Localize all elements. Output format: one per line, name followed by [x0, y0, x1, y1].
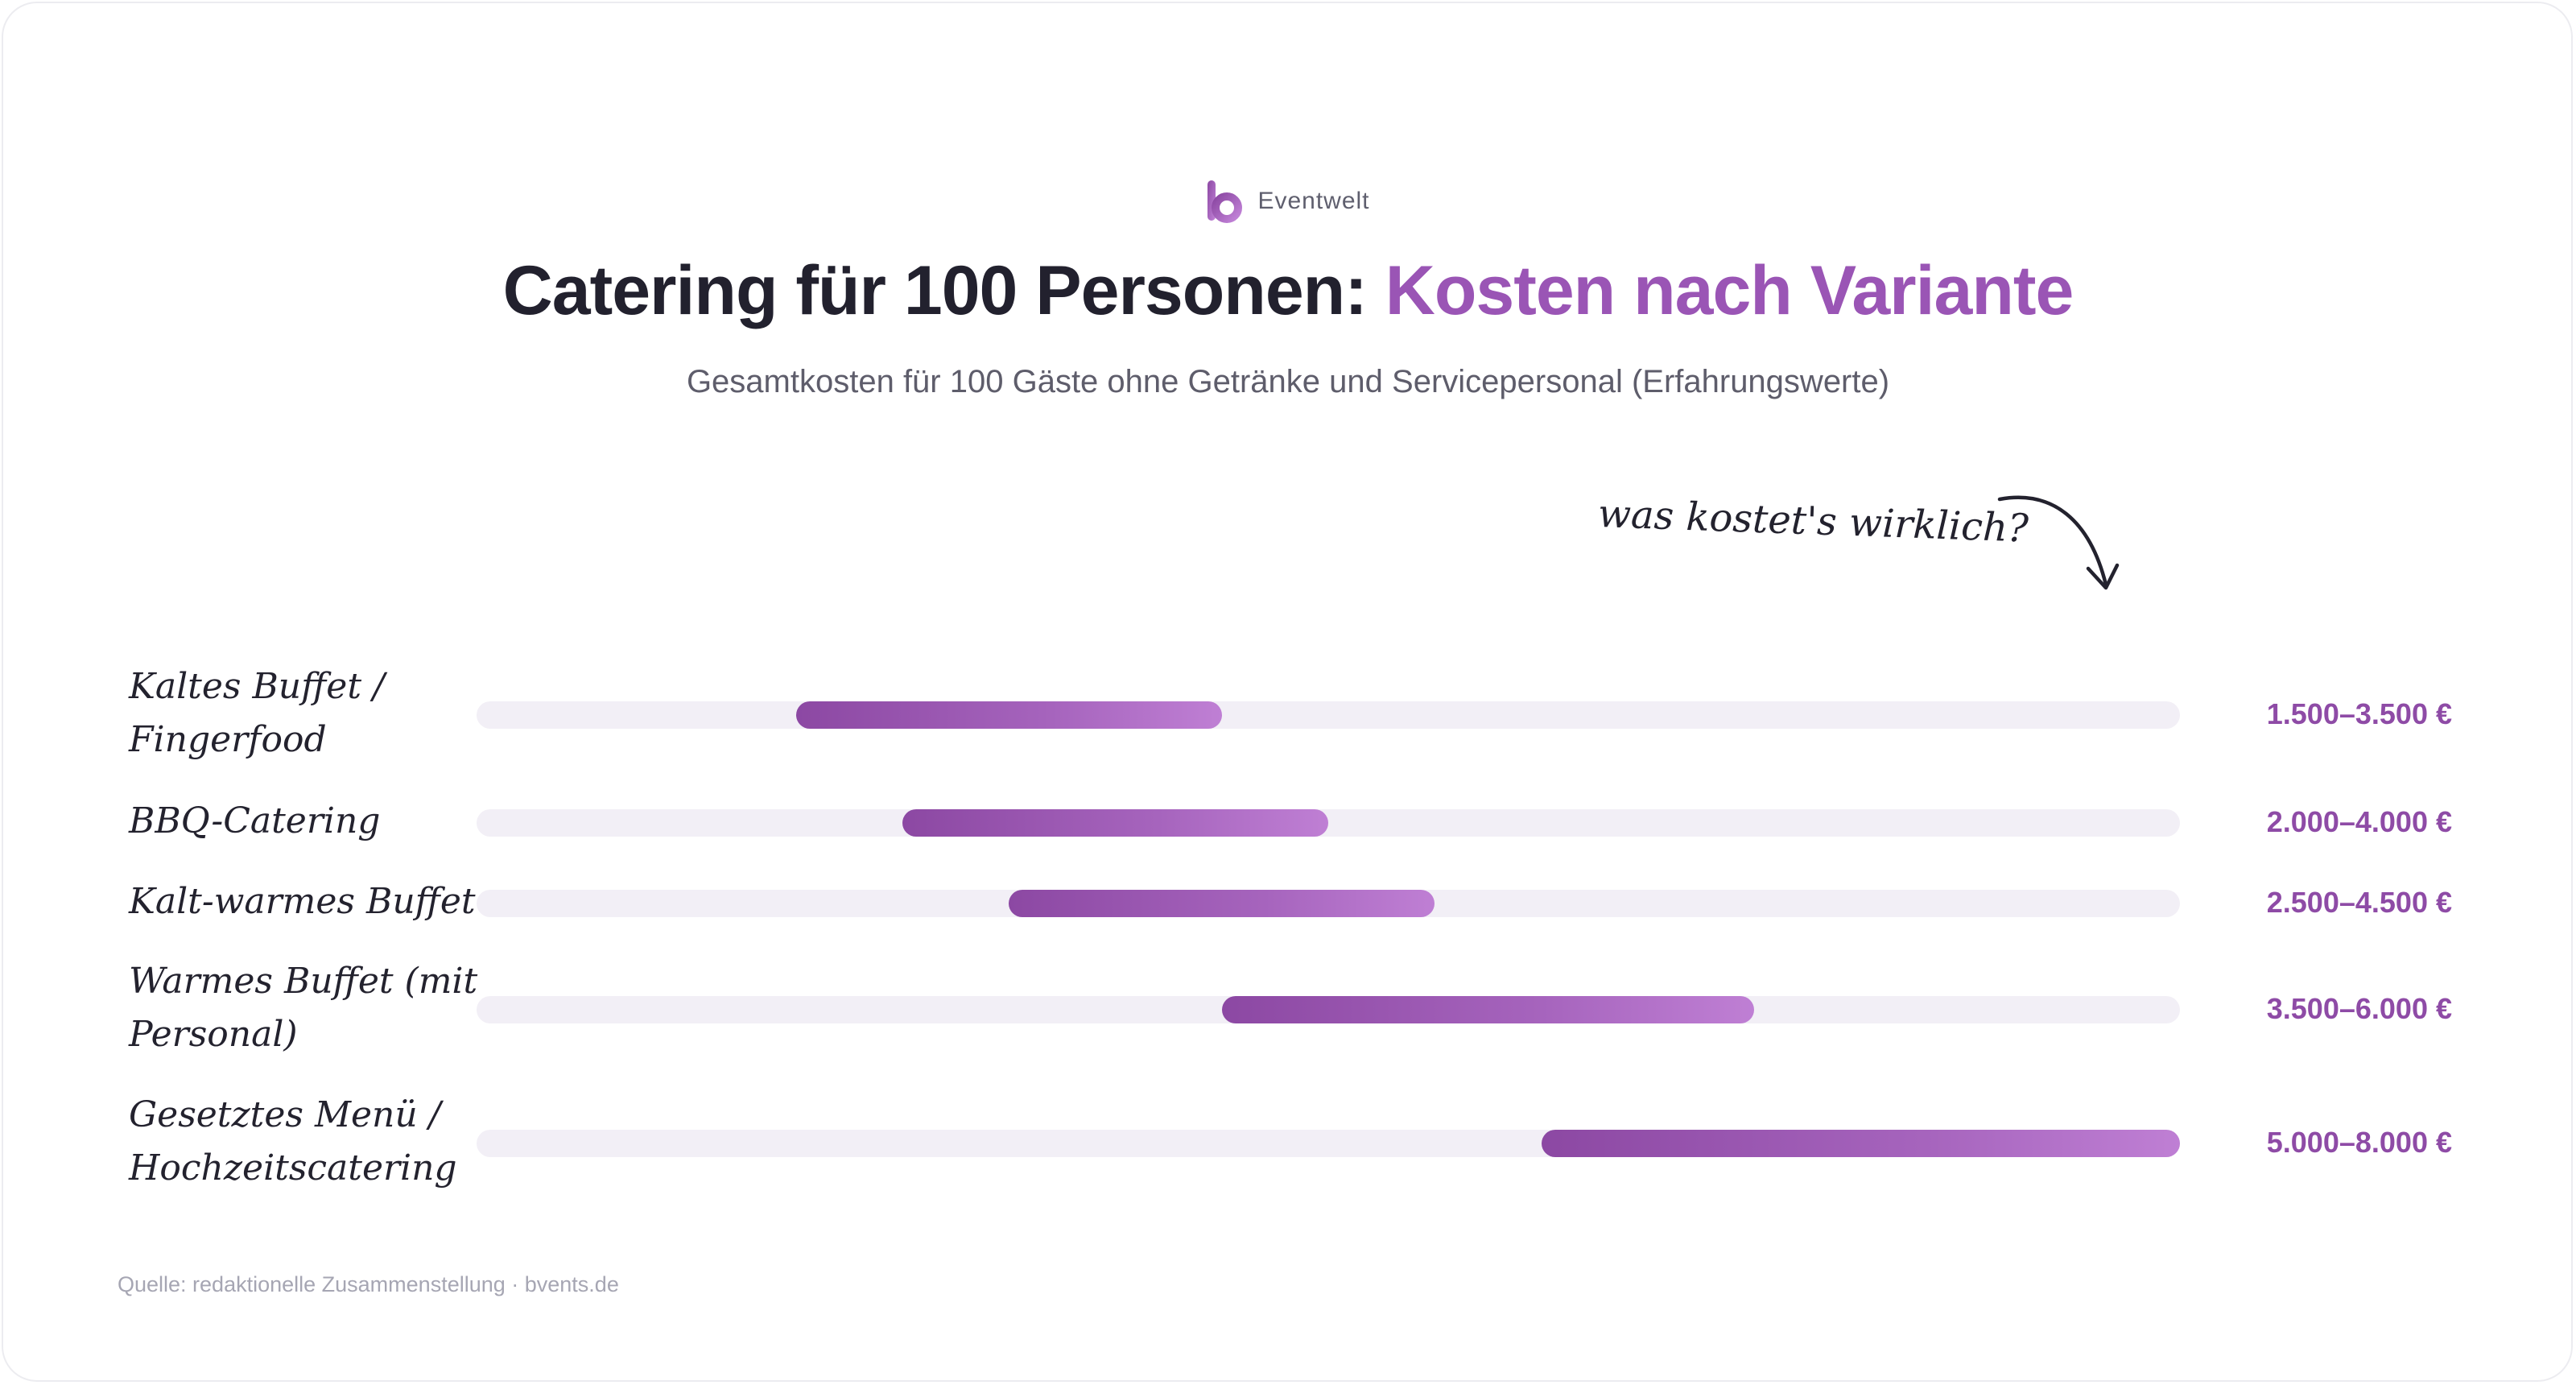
- range-value-label: 3.500–6.000 €: [2266, 992, 2452, 1025]
- curved-arrow-icon: [1997, 495, 2120, 590]
- range-bar: [1009, 890, 1435, 917]
- row-label: BBQ-Catering: [129, 795, 380, 848]
- row-label: Kaltes Buffet / Fingerfood: [129, 660, 385, 767]
- brand-name: Eventwelt: [1257, 188, 1370, 214]
- bar-track: [477, 701, 2180, 729]
- b-logo-icon: [1208, 180, 1243, 223]
- range-bar: [1541, 1130, 2180, 1157]
- range-value-label: 2.000–4.000 €: [2266, 805, 2452, 838]
- range-bar: [795, 701, 1222, 729]
- bar-track: [477, 1130, 2180, 1157]
- chart-title: Catering für 100 Personen: Kosten nach V…: [0, 251, 2576, 331]
- row-label: Kalt-warmes Buffet: [129, 875, 476, 928]
- row-label-line: Warmes Buffet (mit: [129, 961, 478, 1002]
- source-note: Quelle: redaktionelle Zusammenstellung ·…: [118, 1272, 619, 1296]
- row-label-line: Gesetztes Menü /: [129, 1094, 441, 1135]
- bar-track: [477, 890, 2180, 917]
- chart-title-main: Catering für 100 Personen:: [502, 252, 1368, 329]
- chart-subtitle: Gesamtkosten für 100 Gäste ohne Getränke…: [686, 364, 1890, 399]
- bar-track: [477, 996, 2180, 1023]
- row-label-line: Fingerfood: [129, 719, 327, 760]
- range-value-label: 5.000–8.000 €: [2266, 1126, 2452, 1159]
- row-label: Warmes Buffet (mit Personal): [129, 955, 477, 1061]
- range-bar: [902, 809, 1328, 837]
- brand-header: Eventwelt: [0, 179, 2576, 224]
- row-label: Gesetztes Menü / Hochzeitscatering: [129, 1089, 457, 1195]
- row-label-line: Kalt-warmes Buffet: [129, 881, 476, 922]
- row-label-line: BBQ-Catering: [129, 800, 381, 841]
- row-label-line: Kaltes Buffet /: [129, 666, 385, 707]
- row-label-line: Personal): [129, 1014, 298, 1055]
- row-label-line: Hochzeitscatering: [129, 1147, 457, 1189]
- bar-track: [477, 809, 2180, 837]
- range-value-label: 1.500–3.500 €: [2266, 697, 2452, 730]
- chart-title-accent: Kosten nach Variante: [1385, 252, 2074, 329]
- range-bar: [1221, 996, 1754, 1023]
- range-value-label: 2.500–4.500 €: [2266, 886, 2452, 919]
